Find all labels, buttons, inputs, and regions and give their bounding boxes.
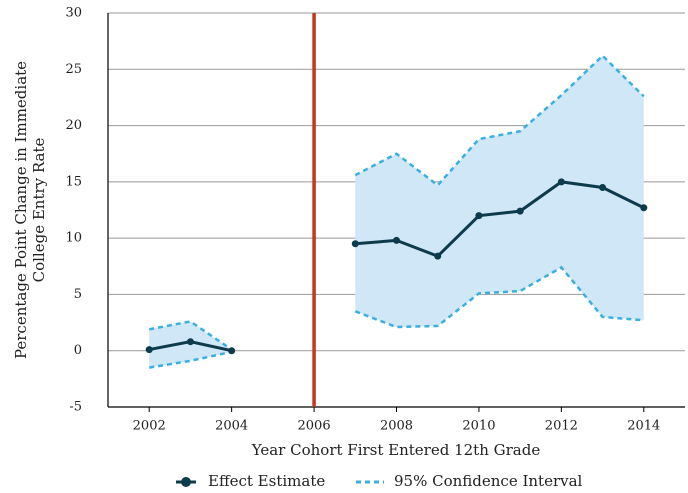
y-tick-label: -5 xyxy=(69,400,82,415)
effect-line xyxy=(355,180,645,258)
y-tick-label: 0 xyxy=(74,343,82,358)
effect-point xyxy=(434,252,442,260)
x-tick-label: 2010 xyxy=(462,419,495,434)
effect-point xyxy=(475,212,483,220)
x-tick-label: 2012 xyxy=(545,419,578,434)
x-axis-label: Year Cohort First Entered 12th Grade xyxy=(251,441,541,459)
legend-label: 95% Confidence Interval xyxy=(394,472,583,490)
effect-point xyxy=(393,236,400,244)
confidence-band xyxy=(355,55,644,328)
x-tick-label: 2004 xyxy=(215,419,248,434)
ci-lower-line xyxy=(149,350,232,369)
effect-point xyxy=(599,183,607,191)
y-axis-label-line: College Entry Rate xyxy=(30,137,48,282)
ci-upper-line xyxy=(354,54,645,187)
x-tick-label: 2008 xyxy=(380,419,413,434)
effect-point xyxy=(640,204,648,212)
y-tick-label: 25 xyxy=(65,62,82,77)
ci-upper-line xyxy=(148,320,233,351)
legend-label: Effect Estimate xyxy=(208,472,325,490)
y-tick-label: 5 xyxy=(74,287,82,302)
y-axis-label: Percentage Point Change in Immediate Col… xyxy=(12,61,48,359)
effect-point xyxy=(351,240,359,248)
y-tick-label: 15 xyxy=(65,174,82,189)
effect-point xyxy=(557,178,565,186)
effect-point xyxy=(145,346,153,354)
effect-point xyxy=(186,338,194,346)
effect-point xyxy=(228,347,236,355)
y-axis-label-line: Percentage Point Change in Immediate xyxy=(12,61,30,359)
x-tick-label: 2014 xyxy=(627,419,660,434)
legend-swatch xyxy=(181,477,191,487)
y-tick-label: 20 xyxy=(65,118,82,133)
x-tick-label: 2002 xyxy=(133,419,166,434)
effect-point xyxy=(516,207,524,215)
ci-lower-line xyxy=(354,265,644,329)
y-tick-label: 30 xyxy=(65,6,82,21)
x-tick-label: 2006 xyxy=(298,419,331,434)
y-tick-label: 10 xyxy=(65,231,82,246)
